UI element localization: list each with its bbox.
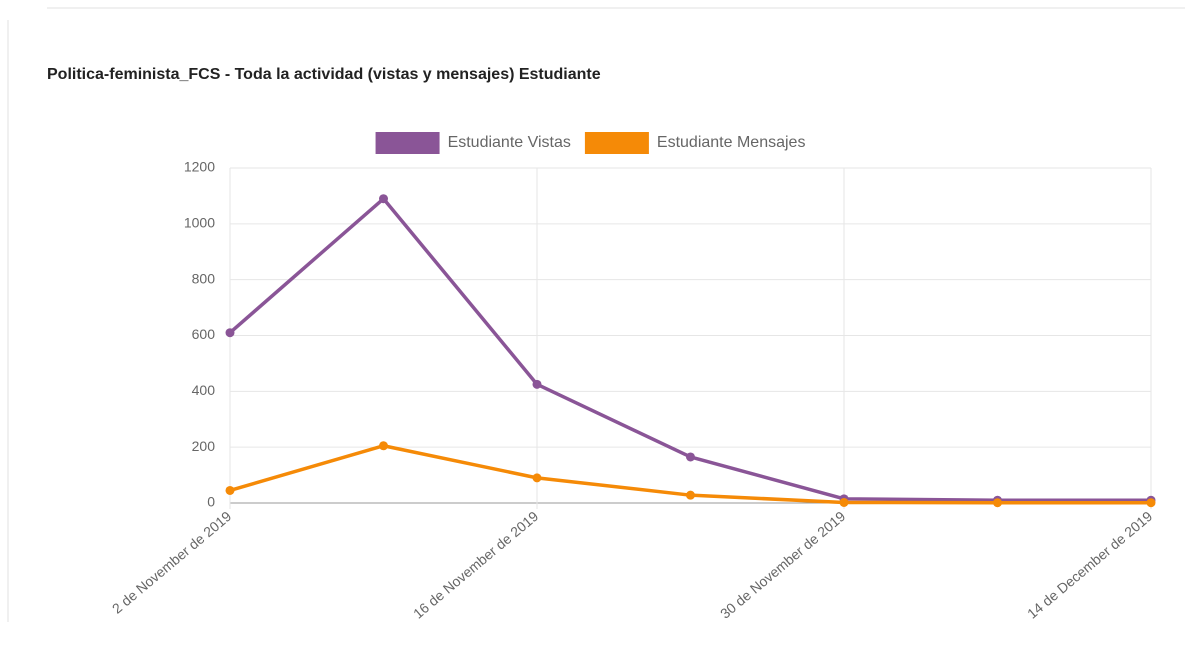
data-point <box>686 490 695 500</box>
data-point <box>225 485 235 495</box>
y-tick-label: 800 <box>192 270 216 286</box>
y-tick-label: 200 <box>192 438 216 454</box>
data-point <box>993 498 1002 508</box>
y-tick-label: 400 <box>192 382 216 398</box>
data-point <box>686 452 695 462</box>
data-point <box>379 194 388 204</box>
y-tick-label: 1000 <box>184 215 215 231</box>
y-tick-label: 1200 <box>184 159 215 175</box>
legend-swatch <box>584 132 649 154</box>
x-tick-label: 2 de November de 2019 <box>109 508 235 617</box>
data-point <box>532 379 542 389</box>
legend-label: Estudiante Mensajes <box>657 134 806 151</box>
data-point <box>532 473 542 483</box>
legend: Estudiante Vistas Estudiante Mensajes <box>375 132 806 154</box>
x-tick-label: 30 de November de 2019 <box>717 508 848 622</box>
y-tick-label: 600 <box>192 326 216 342</box>
data-point <box>379 441 388 451</box>
y-tick-label: 0 <box>207 494 215 510</box>
legend-swatch <box>375 132 440 154</box>
data-point <box>1146 498 1156 508</box>
x-tick-label: 14 de December de 2019 <box>1024 508 1155 622</box>
chart-title: Politica-feminista_FCS - Toda la activid… <box>47 66 601 83</box>
x-tick-label: 16 de November de 2019 <box>410 508 541 622</box>
legend-label: Estudiante Vistas <box>448 134 571 151</box>
data-point <box>839 497 849 507</box>
data-point <box>225 328 235 338</box>
